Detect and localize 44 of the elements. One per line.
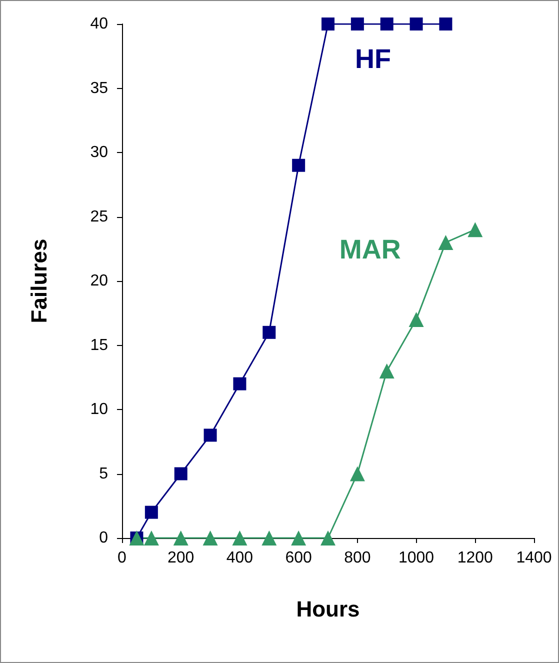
point bbox=[174, 467, 188, 480]
x-tick-label: 0 bbox=[118, 550, 127, 566]
series-label: HF bbox=[355, 44, 391, 74]
point bbox=[202, 530, 218, 546]
point bbox=[233, 377, 246, 390]
point bbox=[439, 18, 452, 30]
x-tick-label: 1200 bbox=[457, 550, 494, 566]
point bbox=[410, 18, 423, 30]
y-axis-title: Failures bbox=[26, 238, 52, 324]
point bbox=[408, 312, 424, 328]
y-tick-label: 35 bbox=[90, 80, 108, 97]
point bbox=[350, 466, 365, 482]
point bbox=[438, 234, 454, 250]
point bbox=[380, 18, 394, 30]
series-label: MAR bbox=[339, 234, 401, 265]
point bbox=[262, 326, 276, 339]
x-tick-label: 800 bbox=[344, 550, 371, 566]
y-tick-label: 30 bbox=[90, 144, 108, 161]
point bbox=[320, 530, 336, 546]
x-tick-label: 200 bbox=[168, 550, 194, 566]
y-tick-label: 40 bbox=[90, 16, 108, 32]
point bbox=[262, 530, 277, 546]
x-tick-label: 1000 bbox=[398, 550, 434, 566]
point bbox=[379, 363, 394, 378]
y-tick-label: 0 bbox=[99, 530, 108, 546]
point bbox=[468, 222, 483, 238]
x-tick-label: 400 bbox=[226, 550, 254, 566]
x-tick-label: 600 bbox=[285, 550, 312, 566]
point bbox=[144, 530, 159, 546]
point bbox=[144, 506, 158, 519]
point bbox=[173, 530, 188, 546]
point bbox=[291, 530, 306, 546]
y-tick-label: 15 bbox=[90, 336, 108, 354]
y-tick-label: 10 bbox=[90, 401, 108, 418]
point bbox=[292, 158, 306, 172]
point bbox=[350, 18, 364, 30]
x-axis-title: Hours bbox=[296, 596, 360, 622]
point bbox=[204, 428, 217, 442]
y-tick-label: 20 bbox=[90, 272, 108, 290]
y-tick-label: 25 bbox=[90, 208, 108, 226]
point bbox=[322, 18, 334, 30]
x-tick-label: 1400 bbox=[516, 550, 552, 566]
point bbox=[232, 530, 248, 546]
y-tick-label: 5 bbox=[99, 465, 108, 482]
